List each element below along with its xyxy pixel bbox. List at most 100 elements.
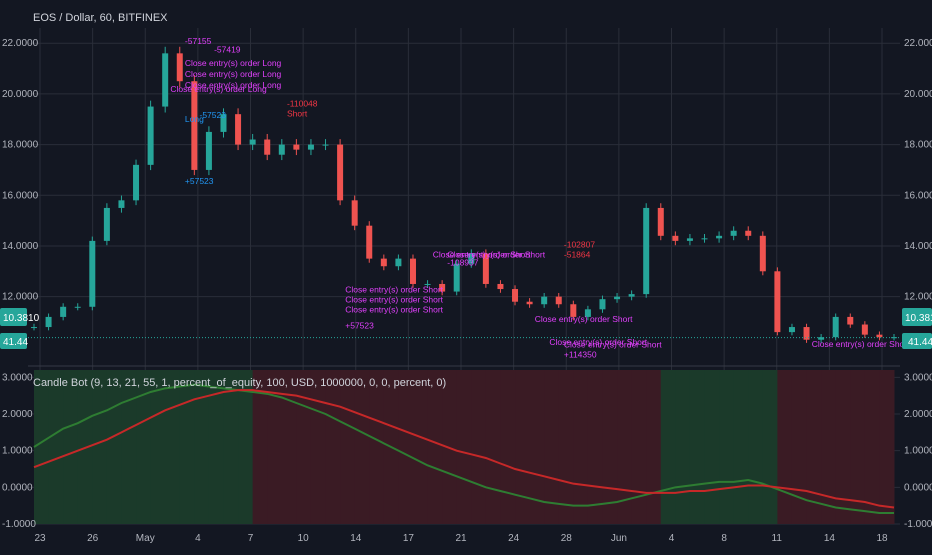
price-y-tick-right: 16.0000	[904, 190, 932, 201]
trade-annotation-label: -110048	[287, 99, 318, 109]
x-tick-label: 11	[772, 533, 783, 544]
x-tick-label: 26	[87, 533, 99, 544]
right-price-badge	[902, 308, 932, 326]
indicator-zone-segment	[456, 370, 472, 524]
price-candle	[453, 263, 460, 292]
trade-annotation-label: Close entry(s) order Long	[170, 84, 267, 94]
trade-annotation-label: Short	[287, 109, 308, 119]
price-candle	[235, 114, 242, 145]
indicator-zone-segment	[34, 370, 50, 524]
trade-annotation-label: -102807	[564, 239, 595, 249]
price-candle	[570, 304, 577, 317]
indicator-zone-segment	[238, 370, 254, 524]
indicator-y-tick-left: 2.0000	[2, 409, 33, 420]
price-y-tick-right: 20.0000	[904, 89, 932, 100]
trade-annotation-label: Close entry(s) order Short	[549, 337, 647, 347]
indicator-zone-segment	[587, 370, 603, 524]
price-candle	[541, 296, 548, 305]
price-y-tick-left: 14.0000	[2, 241, 39, 252]
trade-annotation-label: Close entry(s) order Long	[185, 80, 282, 90]
price-y-tick-left: 16.0000	[2, 190, 39, 201]
trade-annotation-label: +114350	[564, 349, 597, 359]
price-candle	[482, 253, 489, 284]
indicator-zone-segment	[412, 370, 429, 524]
indicator-zone-segment	[821, 370, 837, 524]
indicator-zone-segment	[340, 370, 356, 524]
price-candle	[745, 230, 752, 236]
x-tick-label: Jun	[611, 533, 627, 544]
indicator-zone-segment	[762, 370, 778, 524]
indicator-zone-segment	[471, 370, 487, 524]
trade-annotation-label: -57419	[214, 45, 241, 55]
x-tick-label: 23	[34, 533, 46, 544]
indicator-zone-segment	[689, 370, 706, 524]
indicator-zone-segment	[558, 370, 574, 524]
trade-annotation-label: Close entry(s) order Short	[447, 250, 545, 260]
price-candle	[847, 316, 854, 325]
left-indicator-badge-text: 41.44	[3, 337, 28, 348]
trade-annotation-label: Close entry(s) order Long	[185, 69, 282, 79]
price-candle	[249, 139, 256, 145]
price-candle	[103, 207, 110, 241]
trade-annotation-label: Close entry(s) order Short	[812, 339, 910, 349]
trade-annotation-label: Close entry(s) order Short	[433, 250, 531, 260]
indicator-y-tick-right: -1.0000	[904, 519, 932, 530]
x-tick-label: 4	[669, 533, 675, 544]
indicator-zone-segment	[573, 370, 589, 524]
indicator-zone-segment	[485, 370, 501, 524]
price-candle	[264, 139, 271, 155]
indicator-zone-segment	[63, 370, 79, 524]
indicator-zone-segment	[165, 370, 181, 524]
price-candle	[672, 235, 679, 241]
price-candle	[366, 225, 373, 259]
price-candle	[759, 235, 766, 272]
trade-annotation-label: +57523	[185, 176, 214, 186]
price-candle	[599, 299, 606, 310]
trade-annotation-label: Close entry(s) order Short	[345, 305, 443, 315]
price-candle	[380, 258, 387, 267]
x-tick-label: 17	[403, 533, 415, 544]
trade-annotation-label: Close entry(s) order Long	[185, 58, 282, 68]
indicator-zone-segment	[252, 370, 268, 524]
trade-annotation-label: -57155	[185, 36, 212, 46]
price-candle	[526, 301, 533, 305]
indicator-zone-segment	[92, 370, 108, 524]
indicator-zone-segment	[150, 370, 166, 524]
trade-annotation-label: Close entry(s) order Short	[345, 285, 443, 295]
indicator-y-tick-left: 1.0000	[2, 446, 33, 457]
price-candle	[788, 327, 795, 333]
price-candle	[701, 238, 708, 240]
indicator-zone-segment	[223, 370, 239, 524]
left-price-badge-text: 10.3810	[3, 313, 40, 324]
indicator-zone-segment	[106, 370, 122, 524]
indicator-zone-segment	[791, 370, 808, 524]
price-candle	[351, 200, 358, 226]
price-candle	[614, 296, 621, 300]
price-candle	[716, 235, 723, 239]
price-candle	[60, 306, 67, 317]
indicator-zone-segment	[500, 370, 516, 524]
x-tick-label: 14	[350, 533, 362, 544]
indicator-zone-segment	[369, 370, 385, 524]
price-candle	[293, 144, 300, 150]
price-candle	[118, 200, 125, 208]
price-candle	[584, 309, 591, 317]
indicator-zone-segment	[267, 370, 283, 524]
price-candle	[512, 289, 519, 302]
price-candle	[832, 316, 839, 338]
price-candle	[424, 283, 431, 285]
price-candle	[409, 258, 416, 284]
price-candle	[628, 294, 635, 297]
x-tick-label: 10	[298, 533, 310, 544]
indicator-y-tick-left: 3.0000	[2, 372, 33, 383]
indicator-zone-segment	[296, 370, 312, 524]
indicator-zone-segment	[631, 370, 647, 524]
indicator-y-tick-left: 0.0000	[2, 482, 33, 493]
indicator-zone-segment	[835, 370, 851, 524]
indicator-zone-segment	[646, 370, 662, 524]
price-candle	[686, 238, 693, 241]
indicator-zone-segment	[544, 370, 560, 524]
price-candle	[395, 258, 402, 267]
symbol-title: EOS / Dollar, 60, BITFINEX	[33, 12, 168, 24]
